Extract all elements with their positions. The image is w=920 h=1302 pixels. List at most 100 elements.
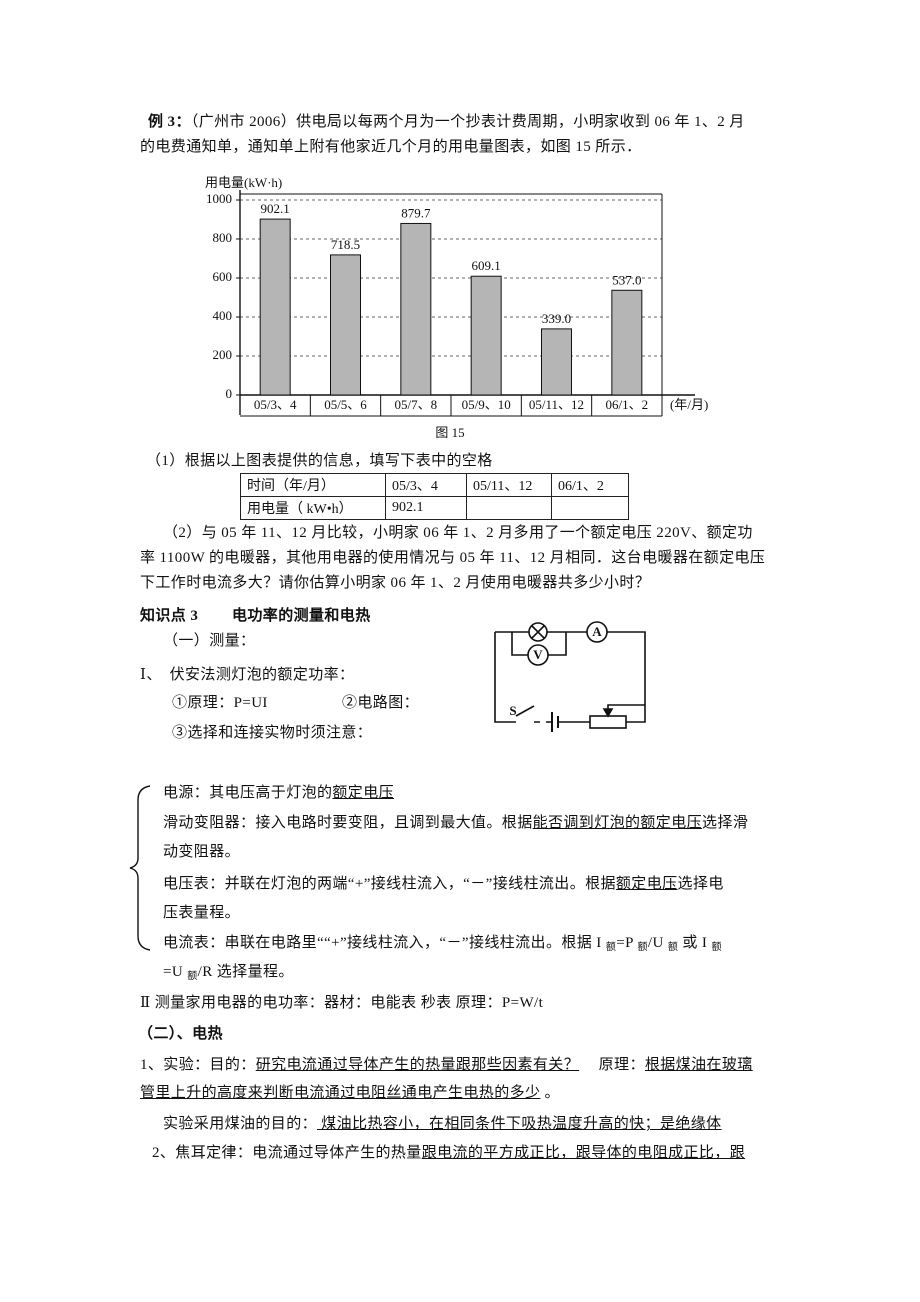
underlined: 管里上升的高度来判断电流通过电阻丝通电产生电热的多少	[140, 1085, 541, 1101]
text: =P	[616, 935, 638, 951]
circuit-wire	[511, 632, 567, 656]
brace	[129, 785, 151, 951]
underlined: 额定电压	[615, 876, 678, 892]
answer-table: 时间（年/月） 05/3、4 05/11、12 06/1、2 用电量（ kW•h…	[240, 473, 629, 520]
subscript: 额	[187, 971, 198, 982]
value-label: 879.7	[401, 205, 431, 220]
voltmeter	[527, 644, 549, 666]
note: 动变阻器。	[163, 844, 241, 860]
y-tick-label: 0	[226, 386, 233, 401]
underlined: 煤油比热容小，在相同条件下吸热温度升高的快；是绝缘体	[317, 1116, 722, 1132]
note: 电源：其电压高于灯泡的额定电压	[163, 783, 394, 803]
circuit-wire	[494, 631, 646, 723]
voltmeter-label: V	[533, 647, 543, 662]
value-label: 609.1	[472, 258, 501, 273]
text-line: ①原理：P=UI	[172, 695, 268, 711]
text: 电流表：串联在电路里““+”接线柱流入，“－”接线柱流出。根据 I	[163, 935, 606, 951]
text-line: Ⅱ 测量家用电器的电功率：器材：电能表 秒表 原理：P=W/t	[140, 995, 544, 1011]
text: 1、实验：目的：	[140, 1057, 256, 1073]
underlined: 研究电流通过导体产生的热量跟那些因素有关？	[255, 1057, 580, 1073]
text: 电源：其电压高于灯泡的	[163, 785, 333, 801]
text-line: （2）与 05 年 11、12 月比较，小明家 06 年 1、2 月多用了一个额…	[163, 525, 753, 541]
y-tick-label: 200	[213, 347, 233, 362]
text: /U	[647, 935, 668, 951]
text: 。	[540, 1085, 560, 1101]
note: 滑动变阻器：接入电路时要变阻，且调到最大值。根据能否调到灯泡的额定电压选择滑	[163, 813, 748, 833]
example-label: 例 3：	[148, 114, 191, 130]
figure-caption: 图 15	[435, 425, 464, 440]
x-tick-label: 05/9、10	[462, 397, 511, 412]
y-tick-label: 1000	[206, 191, 232, 206]
table-cell: 时间（年/月）	[240, 473, 386, 497]
note: 电压表：并联在灯泡的两端“+”接线柱流入，“－”接线柱流出。根据额定电压选择电	[163, 874, 724, 894]
text: 选择电	[677, 876, 724, 892]
bar	[259, 218, 291, 396]
text-line: Ⅰ、 伏安法测灯泡的额定功率：	[140, 667, 355, 683]
x-tick-label: 06/1、2	[606, 397, 649, 412]
value-label: 339.0	[542, 311, 571, 326]
table-cell: 用电量（ kW•h）	[240, 496, 386, 520]
x-tick-label: 05/7、8	[395, 397, 438, 412]
y-axis-label: 用电量(kW·h)	[205, 175, 282, 190]
bar	[400, 222, 432, 396]
underlined: 根据煤油在玻璃	[644, 1057, 753, 1073]
question: （1）根据以上图表提供的信息，填写下表中的空格	[146, 453, 493, 469]
text: 滑动变阻器：接入电路时要变阻，且调到最大值。根据	[163, 815, 533, 831]
text-line: ③选择和连接实物时须注意：	[172, 725, 373, 741]
note: 压表量程。	[163, 905, 241, 921]
switch-label: S	[509, 703, 516, 718]
table-cell: 05/3、4	[385, 473, 467, 497]
subscript: 额	[637, 942, 648, 953]
y-tick-label: 600	[213, 269, 233, 284]
x-tick-label: 05/11、12	[529, 397, 584, 412]
table-cell	[551, 496, 629, 520]
lamp	[531, 625, 545, 639]
x-tick-label: 05/3、4	[254, 397, 297, 412]
text-line: 实验采用煤油的目的： 煤油比热容小，在相同条件下吸热温度升高的快；是绝缘体	[163, 1114, 722, 1134]
underlined: 能否调到灯泡的额定电压	[532, 815, 703, 831]
section-label: 知识点 3	[140, 608, 199, 624]
text: 实验采用煤油的目的：	[163, 1116, 318, 1132]
arrow	[602, 708, 614, 718]
text-line: 1、实验：目的：研究电流通过导体产生的热量跟那些因素有关？ 原理：根据煤油在玻璃	[140, 1055, 753, 1075]
text: 电压表：并联在灯泡的两端“+”接线柱流入，“－”接线柱流出。根据	[163, 876, 616, 892]
text: /R 选择量程。	[197, 964, 294, 980]
bar	[541, 328, 572, 396]
bar	[470, 275, 502, 396]
rheostat-slider	[607, 704, 645, 714]
value-label: 902.1	[261, 201, 290, 216]
value-label: 718.5	[331, 237, 360, 252]
text-line: 管里上升的高度来判断电流通过电阻丝通电产生电热的多少 。	[140, 1083, 560, 1103]
text: =U	[163, 964, 188, 980]
text-line: 下工作时电流多大？请你估算小明家 06 年 1、2 月使用电暖器共多少小时？	[140, 575, 651, 591]
ammeter	[586, 621, 608, 643]
underlined: 额定电压	[332, 785, 395, 801]
note: 电流表：串联在电路里““+”接线柱流入，“－”接线柱流出。根据 I 额=P 额/…	[163, 933, 722, 958]
text-line: 2、焦耳定律：电流通过导体产生的热量跟电流的平方成正比，跟导体的电阻成正比，跟	[152, 1143, 745, 1163]
text: 2、焦耳定律：电流通过导体产生的热量	[152, 1145, 422, 1161]
table-cell: 05/11、12	[466, 473, 552, 497]
note: =U 额/R 选择量程。	[163, 962, 294, 987]
text: （广州市 2006）供电局以每两个月为一个抄表计费周期，小明家收到 06 年 1…	[190, 114, 745, 130]
x-axis-label: (年/月)	[670, 397, 708, 412]
battery	[551, 712, 559, 732]
subheading: （一）测量：	[163, 633, 256, 649]
text-line: 率 1100W 的电暖器，其他用电器的使用情况与 05 年 11、12 月相同．…	[140, 550, 766, 566]
table-cell	[466, 496, 552, 520]
subscript: 额	[667, 942, 679, 953]
bar	[330, 254, 361, 396]
text: 选择滑	[702, 815, 749, 831]
circuit-diagram	[494, 621, 646, 732]
lamp	[528, 622, 548, 642]
table-cell: 06/1、2	[551, 473, 629, 497]
text-line: 的电费通知单，通知单上附有他家近几个月的用电量图表，如图 15 所示．	[140, 139, 642, 155]
ammeter-label: A	[592, 624, 602, 639]
y-tick-label: 800	[213, 230, 233, 245]
subscript: 额	[605, 942, 617, 953]
y-tick-label: 400	[213, 308, 233, 323]
value-label: 537.0	[612, 272, 641, 287]
text-line: ②电路图：	[342, 695, 420, 711]
bar	[611, 289, 643, 396]
